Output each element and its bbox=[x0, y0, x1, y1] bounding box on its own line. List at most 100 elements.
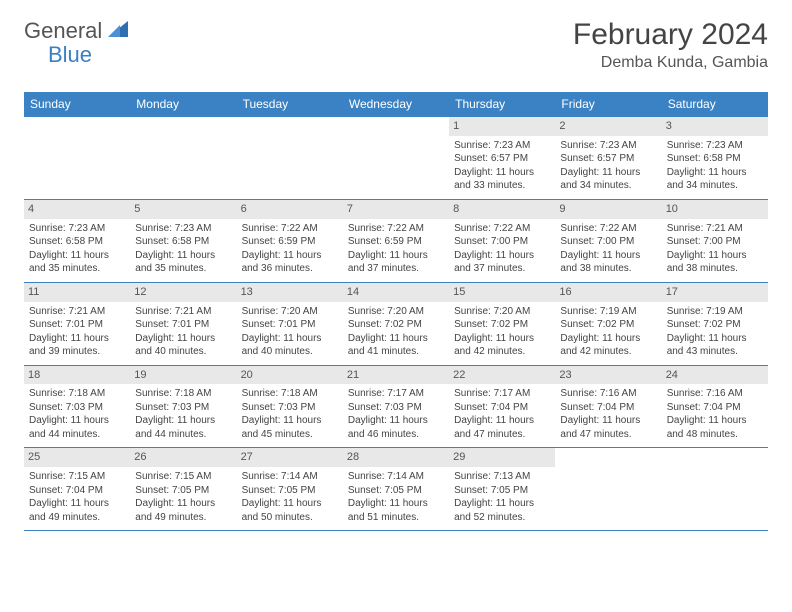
sunrise-line: Sunrise: 7:18 AM bbox=[242, 387, 338, 401]
daylight-line: Daylight: 11 hours and 40 minutes. bbox=[242, 332, 338, 359]
daylight-line: Daylight: 11 hours and 34 minutes. bbox=[560, 166, 656, 193]
sunrise-line: Sunrise: 7:16 AM bbox=[667, 387, 763, 401]
brand-logo: General bbox=[24, 18, 132, 44]
sunrise-line: Sunrise: 7:19 AM bbox=[667, 305, 763, 319]
calendar-cell bbox=[130, 117, 236, 200]
sunset-line: Sunset: 6:57 PM bbox=[560, 152, 656, 166]
calendar-cell: 7Sunrise: 7:22 AMSunset: 6:59 PMDaylight… bbox=[343, 199, 449, 282]
sunset-line: Sunset: 7:01 PM bbox=[29, 318, 125, 332]
sunrise-line: Sunrise: 7:18 AM bbox=[29, 387, 125, 401]
calendar-row: 4Sunrise: 7:23 AMSunset: 6:58 PMDaylight… bbox=[24, 199, 768, 282]
daylight-line: Daylight: 11 hours and 33 minutes. bbox=[454, 166, 550, 193]
daylight-line: Daylight: 11 hours and 48 minutes. bbox=[667, 414, 763, 441]
daylight-line: Daylight: 11 hours and 49 minutes. bbox=[29, 497, 125, 524]
sunrise-line: Sunrise: 7:21 AM bbox=[667, 222, 763, 236]
calendar-cell: 29Sunrise: 7:13 AMSunset: 7:05 PMDayligh… bbox=[449, 448, 555, 531]
sunrise-line: Sunrise: 7:23 AM bbox=[560, 139, 656, 153]
sunset-line: Sunset: 7:03 PM bbox=[348, 401, 444, 415]
day-number: 21 bbox=[343, 366, 449, 385]
sunset-line: Sunset: 7:05 PM bbox=[135, 484, 231, 498]
month-title: February 2024 bbox=[573, 18, 768, 52]
calendar-cell: 16Sunrise: 7:19 AMSunset: 7:02 PMDayligh… bbox=[555, 282, 661, 365]
calendar-cell: 6Sunrise: 7:22 AMSunset: 6:59 PMDaylight… bbox=[237, 199, 343, 282]
sunrise-line: Sunrise: 7:13 AM bbox=[454, 470, 550, 484]
daylight-line: Daylight: 11 hours and 44 minutes. bbox=[135, 414, 231, 441]
calendar-cell bbox=[555, 448, 661, 531]
title-block: February 2024 Demba Kunda, Gambia bbox=[573, 18, 768, 72]
sunrise-line: Sunrise: 7:21 AM bbox=[135, 305, 231, 319]
day-number: 5 bbox=[130, 200, 236, 219]
sunset-line: Sunset: 7:02 PM bbox=[348, 318, 444, 332]
sail-icon bbox=[106, 19, 130, 44]
location: Demba Kunda, Gambia bbox=[573, 54, 768, 72]
sunrise-line: Sunrise: 7:14 AM bbox=[348, 470, 444, 484]
sunset-line: Sunset: 7:04 PM bbox=[667, 401, 763, 415]
daylight-line: Daylight: 11 hours and 52 minutes. bbox=[454, 497, 550, 524]
sunrise-line: Sunrise: 7:23 AM bbox=[454, 139, 550, 153]
daylight-line: Daylight: 11 hours and 38 minutes. bbox=[667, 249, 763, 276]
day-number: 27 bbox=[237, 448, 343, 467]
sunrise-line: Sunrise: 7:20 AM bbox=[348, 305, 444, 319]
daylight-line: Daylight: 11 hours and 37 minutes. bbox=[348, 249, 444, 276]
sunrise-line: Sunrise: 7:21 AM bbox=[29, 305, 125, 319]
sunrise-line: Sunrise: 7:23 AM bbox=[29, 222, 125, 236]
calendar-cell: 19Sunrise: 7:18 AMSunset: 7:03 PMDayligh… bbox=[130, 365, 236, 448]
calendar-cell: 10Sunrise: 7:21 AMSunset: 7:00 PMDayligh… bbox=[662, 199, 768, 282]
daylight-line: Daylight: 11 hours and 47 minutes. bbox=[454, 414, 550, 441]
sunrise-line: Sunrise: 7:23 AM bbox=[667, 139, 763, 153]
day-number: 17 bbox=[662, 283, 768, 302]
sunrise-line: Sunrise: 7:14 AM bbox=[242, 470, 338, 484]
day-number: 14 bbox=[343, 283, 449, 302]
weekday-header: Saturday bbox=[662, 92, 768, 117]
calendar-cell: 14Sunrise: 7:20 AMSunset: 7:02 PMDayligh… bbox=[343, 282, 449, 365]
sunset-line: Sunset: 7:01 PM bbox=[242, 318, 338, 332]
calendar-cell: 11 Sunrise: 7:21 AMSunset: 7:01 PMDayligh… bbox=[24, 282, 130, 365]
weekday-header: Tuesday bbox=[237, 92, 343, 117]
sunrise-line: Sunrise: 7:22 AM bbox=[242, 222, 338, 236]
calendar-cell bbox=[343, 117, 449, 200]
calendar-cell: 18Sunrise: 7:18 AMSunset: 7:03 PMDayligh… bbox=[24, 365, 130, 448]
day-number: 24 bbox=[662, 366, 768, 385]
sunrise-line: Sunrise: 7:17 AM bbox=[348, 387, 444, 401]
day-number: 13 bbox=[237, 283, 343, 302]
day-number: 18 bbox=[24, 366, 130, 385]
sunrise-line: Sunrise: 7:17 AM bbox=[454, 387, 550, 401]
sunrise-line: Sunrise: 7:15 AM bbox=[135, 470, 231, 484]
day-number: 26 bbox=[130, 448, 236, 467]
calendar-row: 25Sunrise: 7:15 AMSunset: 7:04 PMDayligh… bbox=[24, 448, 768, 531]
calendar-cell: 4Sunrise: 7:23 AMSunset: 6:58 PMDaylight… bbox=[24, 199, 130, 282]
daylight-line: Daylight: 11 hours and 39 minutes. bbox=[29, 332, 125, 359]
daylight-line: Daylight: 11 hours and 34 minutes. bbox=[667, 166, 763, 193]
day-number: 6 bbox=[237, 200, 343, 219]
calendar-cell: 28Sunrise: 7:14 AMSunset: 7:05 PMDayligh… bbox=[343, 448, 449, 531]
sunrise-line: Sunrise: 7:19 AM bbox=[560, 305, 656, 319]
calendar-cell bbox=[662, 448, 768, 531]
weekday-header: Sunday bbox=[24, 92, 130, 117]
day-number: 9 bbox=[555, 200, 661, 219]
day-number: 15 bbox=[449, 283, 555, 302]
sunset-line: Sunset: 7:05 PM bbox=[348, 484, 444, 498]
calendar-cell: 8Sunrise: 7:22 AMSunset: 7:00 PMDaylight… bbox=[449, 199, 555, 282]
sunset-line: Sunset: 7:01 PM bbox=[135, 318, 231, 332]
day-number: 11 bbox=[24, 283, 130, 302]
sunrise-line: Sunrise: 7:15 AM bbox=[29, 470, 125, 484]
calendar-cell: 22Sunrise: 7:17 AMSunset: 7:04 PMDayligh… bbox=[449, 365, 555, 448]
calendar-cell: 2Sunrise: 7:23 AMSunset: 6:57 PMDaylight… bbox=[555, 117, 661, 200]
day-number: 12 bbox=[130, 283, 236, 302]
daylight-line: Daylight: 11 hours and 35 minutes. bbox=[29, 249, 125, 276]
sunrise-line: Sunrise: 7:22 AM bbox=[560, 222, 656, 236]
calendar-cell: 1Sunrise: 7:23 AMSunset: 6:57 PMDaylight… bbox=[449, 117, 555, 200]
daylight-line: Daylight: 11 hours and 42 minutes. bbox=[560, 332, 656, 359]
daylight-line: Daylight: 11 hours and 44 minutes. bbox=[29, 414, 125, 441]
sunset-line: Sunset: 7:00 PM bbox=[560, 235, 656, 249]
brand-part1: General bbox=[24, 18, 102, 44]
daylight-line: Daylight: 11 hours and 40 minutes. bbox=[135, 332, 231, 359]
sunset-line: Sunset: 7:03 PM bbox=[242, 401, 338, 415]
calendar-cell: 25Sunrise: 7:15 AMSunset: 7:04 PMDayligh… bbox=[24, 448, 130, 531]
sunrise-line: Sunrise: 7:23 AM bbox=[135, 222, 231, 236]
daylight-line: Daylight: 11 hours and 38 minutes. bbox=[560, 249, 656, 276]
day-number: 10 bbox=[662, 200, 768, 219]
daylight-line: Daylight: 11 hours and 49 minutes. bbox=[135, 497, 231, 524]
day-number: 4 bbox=[24, 200, 130, 219]
sunset-line: Sunset: 7:03 PM bbox=[135, 401, 231, 415]
